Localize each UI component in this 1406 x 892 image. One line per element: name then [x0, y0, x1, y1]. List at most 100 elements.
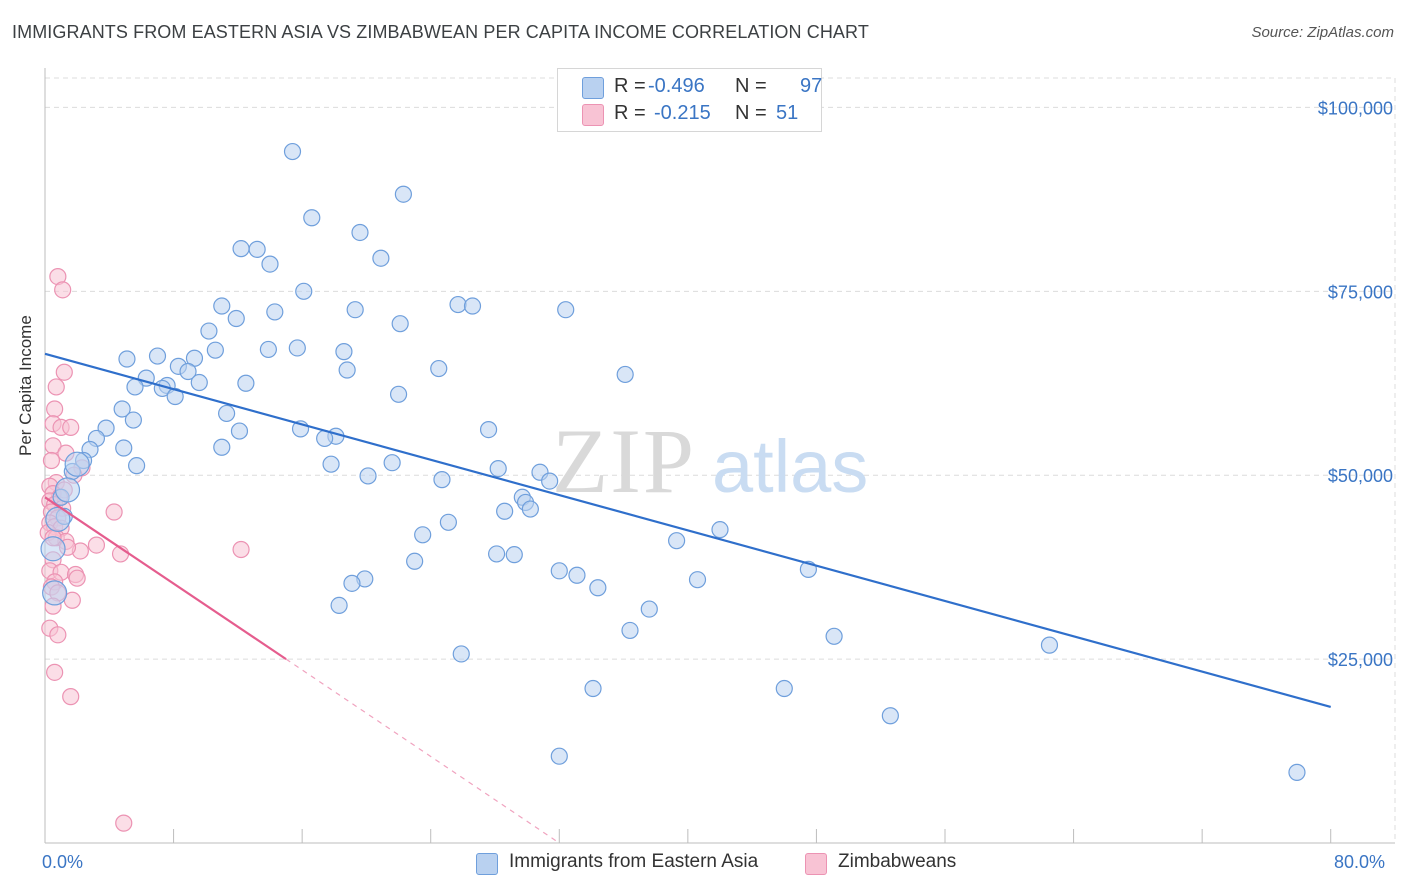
eastern-asia-point	[521, 500, 539, 518]
eastern-asia-point	[488, 545, 506, 563]
eastern-asia-point	[128, 457, 146, 475]
x-axis-min-label: 0.0%	[42, 852, 84, 872]
watermark: ZIP atlas	[552, 410, 868, 512]
zimbabwean-point	[47, 378, 65, 396]
eastern-asia-point	[406, 552, 424, 570]
eastern-asia-point	[1288, 763, 1306, 781]
eastern-asia-point	[1040, 636, 1059, 654]
eastern-asia-point	[335, 343, 353, 361]
eastern-asia-point	[218, 404, 236, 423]
eastern-asia-point	[64, 451, 90, 477]
legend-swatch-pink	[582, 104, 604, 126]
zimbabwean-point	[55, 363, 73, 381]
eastern-asia-trendline	[44, 352, 1332, 708]
eastern-asia-point	[230, 422, 249, 440]
eastern-asia-point	[550, 562, 568, 580]
eastern-asia-point	[266, 303, 284, 321]
grid-layer	[44, 68, 1396, 844]
y-tick-label: $25,000	[1328, 650, 1393, 670]
eastern-asia-point	[621, 621, 639, 640]
zimbabwean-point	[62, 688, 80, 706]
chart-title: IMMIGRANTS FROM EASTERN ASIA VS ZIMBABWE…	[12, 22, 869, 42]
zimbabwean-point	[54, 281, 72, 299]
eastern-asia-point	[668, 532, 686, 550]
legend-r-value: -0.496	[648, 75, 705, 97]
eastern-asia-point	[179, 362, 197, 381]
eastern-asia-point	[383, 454, 401, 472]
eastern-asia-point	[40, 536, 66, 562]
eastern-asia-point	[616, 365, 634, 384]
eastern-asia-point	[449, 295, 467, 314]
zimbabwean-point	[46, 400, 64, 418]
eastern-asia-point	[489, 459, 507, 478]
eastern-asia-point	[391, 315, 409, 333]
correlation-legend: R = -0.496 N = 97 R = -0.215 N = 51	[557, 68, 822, 132]
eastern-asia-point	[126, 378, 144, 396]
zimbabwean-trendline-extension	[285, 658, 560, 844]
y-axis-label: Per Capita Income	[16, 315, 35, 456]
zimbabwean-point	[105, 503, 123, 521]
eastern-asia-point	[330, 596, 348, 615]
legend-label: Zimbabweans	[838, 851, 957, 872]
eastern-asia-point	[463, 297, 482, 315]
x-axis-max-label: 80.0%	[1334, 852, 1386, 872]
eastern-asia-point	[213, 297, 231, 315]
zimbabwean-point	[232, 540, 250, 559]
eastern-asia-point	[372, 249, 390, 267]
legend-r-label: R =	[614, 75, 646, 97]
eastern-asia-point	[227, 309, 245, 328]
y-tick-label: $75,000	[1328, 282, 1393, 302]
eastern-asia-point	[711, 521, 729, 539]
zimbabwean-point	[62, 418, 80, 436]
eastern-asia-point	[232, 240, 250, 258]
eastern-asia-point	[430, 359, 448, 378]
eastern-asia-point	[237, 374, 255, 392]
eastern-asia-point	[589, 579, 607, 597]
legend-n-label: N =	[735, 102, 767, 124]
zimbabwean-point	[42, 451, 61, 470]
y-tick-label: $50,000	[1328, 466, 1393, 486]
chart-source: Source: ZipAtlas.com	[1251, 24, 1394, 41]
eastern-asia-point	[148, 347, 167, 365]
eastern-asia-point	[881, 707, 899, 725]
eastern-asia-point	[394, 185, 412, 203]
legend-r-value: -0.215	[654, 102, 711, 124]
eastern-asia-point	[200, 322, 218, 340]
eastern-asia-point	[439, 513, 457, 531]
eastern-asia-point	[452, 645, 470, 663]
eastern-asia-point	[45, 506, 71, 532]
zimbabwean-point	[49, 626, 67, 644]
zimbabwean-point	[68, 569, 86, 587]
eastern-asia-point	[825, 627, 843, 645]
eastern-asia-point	[351, 223, 369, 242]
eastern-asia-point	[568, 566, 586, 584]
watermark-zip: ZIP	[552, 410, 696, 512]
eastern-asia-point	[259, 340, 277, 359]
eastern-asia-point	[541, 472, 559, 490]
eastern-asia-point	[433, 471, 451, 489]
eastern-asia-point	[124, 411, 142, 429]
legend-swatch-pink	[805, 853, 827, 875]
eastern-asia-point	[414, 526, 432, 544]
legend-n-value: 97	[800, 75, 823, 97]
eastern-asia-point	[343, 574, 361, 592]
legend-label: Immigrants from Eastern Asia	[509, 851, 759, 872]
eastern-asia-point	[42, 580, 68, 606]
eastern-asia-point	[248, 240, 266, 258]
eastern-asia-point	[550, 747, 568, 765]
y-tick-labels: $25,000 $50,000 $75,000 $100,000	[1318, 98, 1393, 670]
legend-r-label: R =	[614, 102, 646, 124]
eastern-asia-point	[640, 600, 658, 618]
legend-n-label: N =	[735, 75, 767, 97]
eastern-asia-point	[206, 341, 224, 359]
eastern-asia-point	[115, 439, 133, 457]
eastern-asia-point	[288, 339, 306, 357]
zimbabwean-point	[115, 814, 133, 832]
eastern-asia-point	[295, 282, 313, 300]
eastern-asia-point	[261, 255, 279, 273]
eastern-asia-point	[118, 350, 136, 368]
eastern-asia-point	[359, 467, 377, 485]
eastern-asia-point	[496, 502, 514, 520]
watermark-atlas: atlas	[712, 425, 868, 508]
